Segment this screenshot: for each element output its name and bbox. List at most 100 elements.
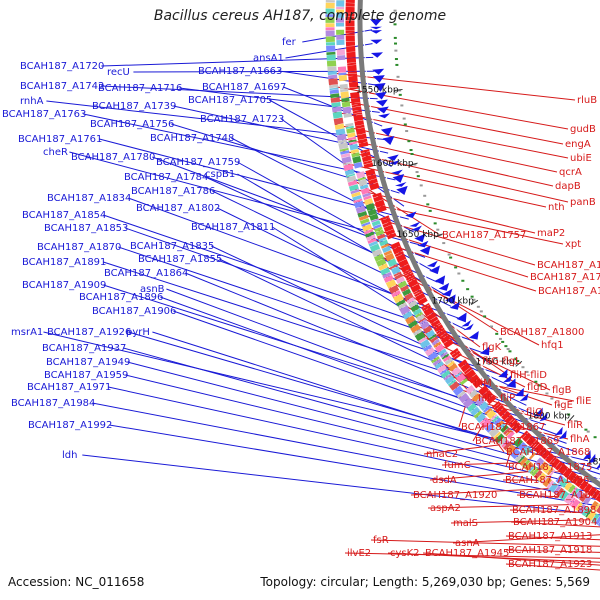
feature-block [326,60,337,67]
feature-block [398,258,409,268]
feature-block [368,178,378,185]
feature-block [369,243,381,253]
label-connector-plus [349,187,536,234]
feature-block [542,477,552,488]
feature-block [493,431,502,440]
feature-block [390,266,401,275]
gene-arrow-minus [506,378,516,388]
feature-block [331,102,341,108]
feature-block [472,378,484,389]
gene-label-plus: qcrA [559,167,582,178]
label-connector-minus [211,245,508,386]
feature-block [443,373,452,381]
scale-label: 1700 kbp [431,296,474,306]
feature-block [479,417,488,425]
feature-block [493,402,502,411]
accession-text: Accession: NC_011658 [8,575,145,589]
feature-mark [470,295,474,298]
feature-block [380,243,390,249]
feature-block [336,49,346,56]
feature-block [415,292,426,302]
feature-block [510,448,521,460]
feature-block [466,402,477,413]
feature-block [385,279,397,289]
feature-mark [557,404,561,407]
feature-block [357,211,368,218]
feature-block [440,370,451,379]
feature-block [371,218,380,223]
feature-block [419,319,428,325]
feature-block [490,414,498,421]
feature-block [548,469,556,477]
label-connector-plus [509,509,581,513]
feature-mark [396,75,400,78]
feature-mark [501,340,505,343]
feature-mark [461,279,465,282]
feature-block [397,280,408,289]
gene-arrow-minus [373,82,386,92]
feature-mark [442,242,446,245]
feature-block [356,133,367,141]
feature-block [549,456,557,465]
feature-block [366,174,377,181]
feature-block [355,127,366,135]
feature-block [442,355,451,363]
feature-mark [567,413,571,416]
gene-label-plus: fumC [444,460,471,471]
scale-label: 1850 kbp [587,458,600,468]
feature-block [459,378,468,386]
gene-arrow-minus [456,312,467,323]
gene-arrow-minus [426,260,438,268]
feature-block [388,284,400,294]
feature-mark [495,332,499,335]
gene-label-plus: BCAH187_A1875 [508,462,592,473]
feature-block [346,127,355,134]
gene-arrow-minus [370,19,383,26]
gene-arrow-minus [519,392,529,402]
feature-block [346,45,356,53]
feature-block [391,290,401,298]
gene-arrow-minus [382,135,395,145]
gene-arrow-minus [370,52,383,58]
feature-block [325,8,335,14]
feature-mark [545,392,549,395]
feature-mark [466,288,470,291]
gene-label-minus: fer [282,37,297,48]
feature-block [501,439,510,448]
feature-block [346,51,356,59]
feature-block [433,324,444,333]
scale-tick [409,162,418,166]
feature-block [353,114,364,122]
feature-block [484,422,495,433]
feature-block [501,410,511,421]
feature-block [397,302,408,310]
gene-label-plus: fliE [576,396,591,407]
feature-block [456,373,466,383]
gene-arrow-minus [434,275,446,285]
gene-label-plus: panB [570,197,596,208]
label-connector-plus [472,425,483,442]
feature-block [374,253,385,262]
feature-block [522,432,532,443]
feature-block [347,62,357,66]
feature-block [574,489,584,499]
feature-block [372,192,382,198]
feature-block [530,440,539,449]
gene-arrow-minus [370,30,383,34]
label-connector-plus [329,85,569,130]
feature-block [352,106,362,112]
feature-block [364,231,375,238]
feature-block [434,343,445,353]
feature-block [349,143,359,151]
gene-label-plus: cysK2 [390,548,420,559]
feature-block [414,331,426,342]
feature-block [457,359,468,368]
feature-block [504,414,514,424]
gene-label-plus: flhA [570,434,590,445]
gene-arrow-minus [414,233,426,243]
feature-mark [433,222,437,225]
feature-mark [472,298,476,301]
gene-label-minus: BCAH187_A1992 [28,420,112,431]
feature-mark [415,171,419,174]
feature-block [414,290,424,297]
